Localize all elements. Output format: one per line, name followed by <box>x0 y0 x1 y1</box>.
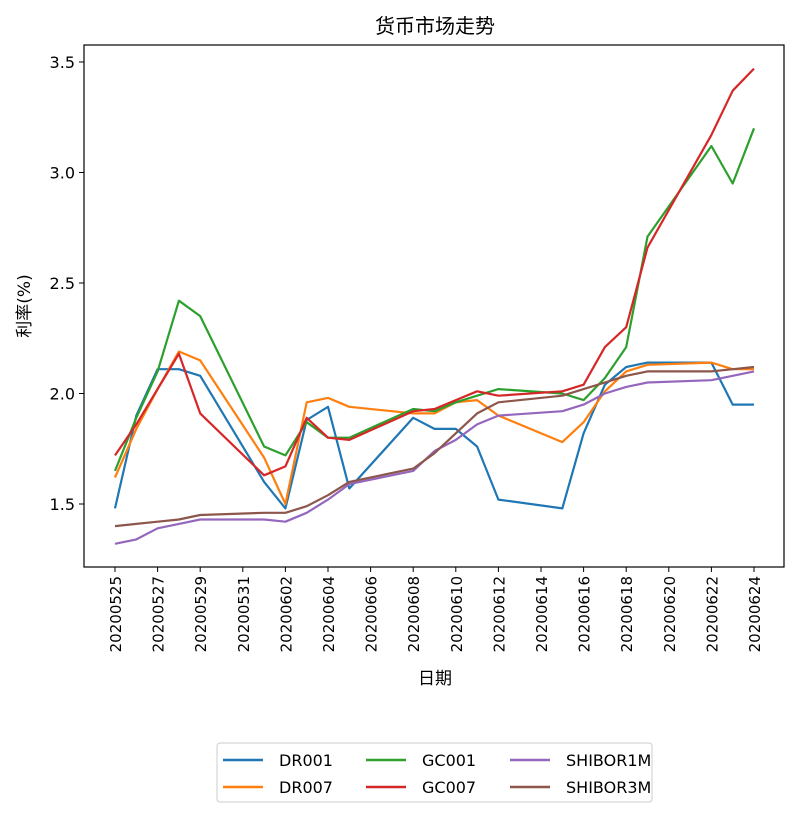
x-tick-label: 20200606 <box>363 576 381 652</box>
y-tick-label: 2.5 <box>50 274 75 293</box>
series-line-shibor3m <box>114 365 755 528</box>
legend-label: SHIBOR3M <box>566 778 651 797</box>
x-tick-label: 20200622 <box>703 576 721 652</box>
x-tick-label: 20200525 <box>107 576 125 652</box>
y-tick-label: 3.0 <box>50 164 75 183</box>
x-axis: 20200525 20200527 20200529 20200531 20200602… <box>107 567 764 652</box>
x-axis-label: 日期 <box>418 669 452 689</box>
x-tick-label: 20200620 <box>661 576 679 652</box>
series-line-dr001 <box>113 361 754 510</box>
series-line-shibor1m <box>114 370 755 545</box>
x-tick-label: 20200604 <box>320 576 338 652</box>
legend-label: DR001 <box>279 751 333 770</box>
legend-label: DR007 <box>279 778 333 797</box>
x-tick-label: 20200616 <box>576 576 594 652</box>
series-line-dr007 <box>113 350 754 506</box>
y-axis-label: 利率(%) <box>15 274 35 337</box>
plot-frame <box>83 44 785 568</box>
legend-label: SHIBOR1M <box>566 751 651 770</box>
x-tick-label: 20200614 <box>533 576 551 652</box>
chart-title: 货币市场走势 <box>375 14 495 38</box>
y-tick-label: 1.5 <box>50 495 75 514</box>
series-line-gc001 <box>113 127 756 472</box>
x-tick-label: 20200610 <box>448 576 466 652</box>
x-tick-label: 20200527 <box>150 576 168 652</box>
x-tick-label: 20200531 <box>235 576 253 652</box>
x-tick-label: 20200618 <box>618 576 636 652</box>
x-tick-label: 20200529 <box>192 576 210 652</box>
legend-label: GC007 <box>422 778 476 797</box>
y-tick-label: 3.5 <box>50 53 75 72</box>
x-tick-label: 20200608 <box>405 576 423 652</box>
y-tick-label: 2.0 <box>50 385 75 404</box>
legend-label: GC001 <box>422 751 476 770</box>
x-tick-label: 20200612 <box>490 576 508 652</box>
x-tick-label: 20200624 <box>746 576 764 652</box>
x-tick-label: 20200602 <box>277 576 295 652</box>
plot-lines <box>113 67 756 545</box>
series-line-gc007 <box>114 67 755 477</box>
y-axis: 1.5 2.0 2.5 3.0 3.5 <box>50 53 84 514</box>
legend: DR001 DR007 GC001 GC007 SHIBOR1M SHIBOR3M <box>216 742 653 803</box>
